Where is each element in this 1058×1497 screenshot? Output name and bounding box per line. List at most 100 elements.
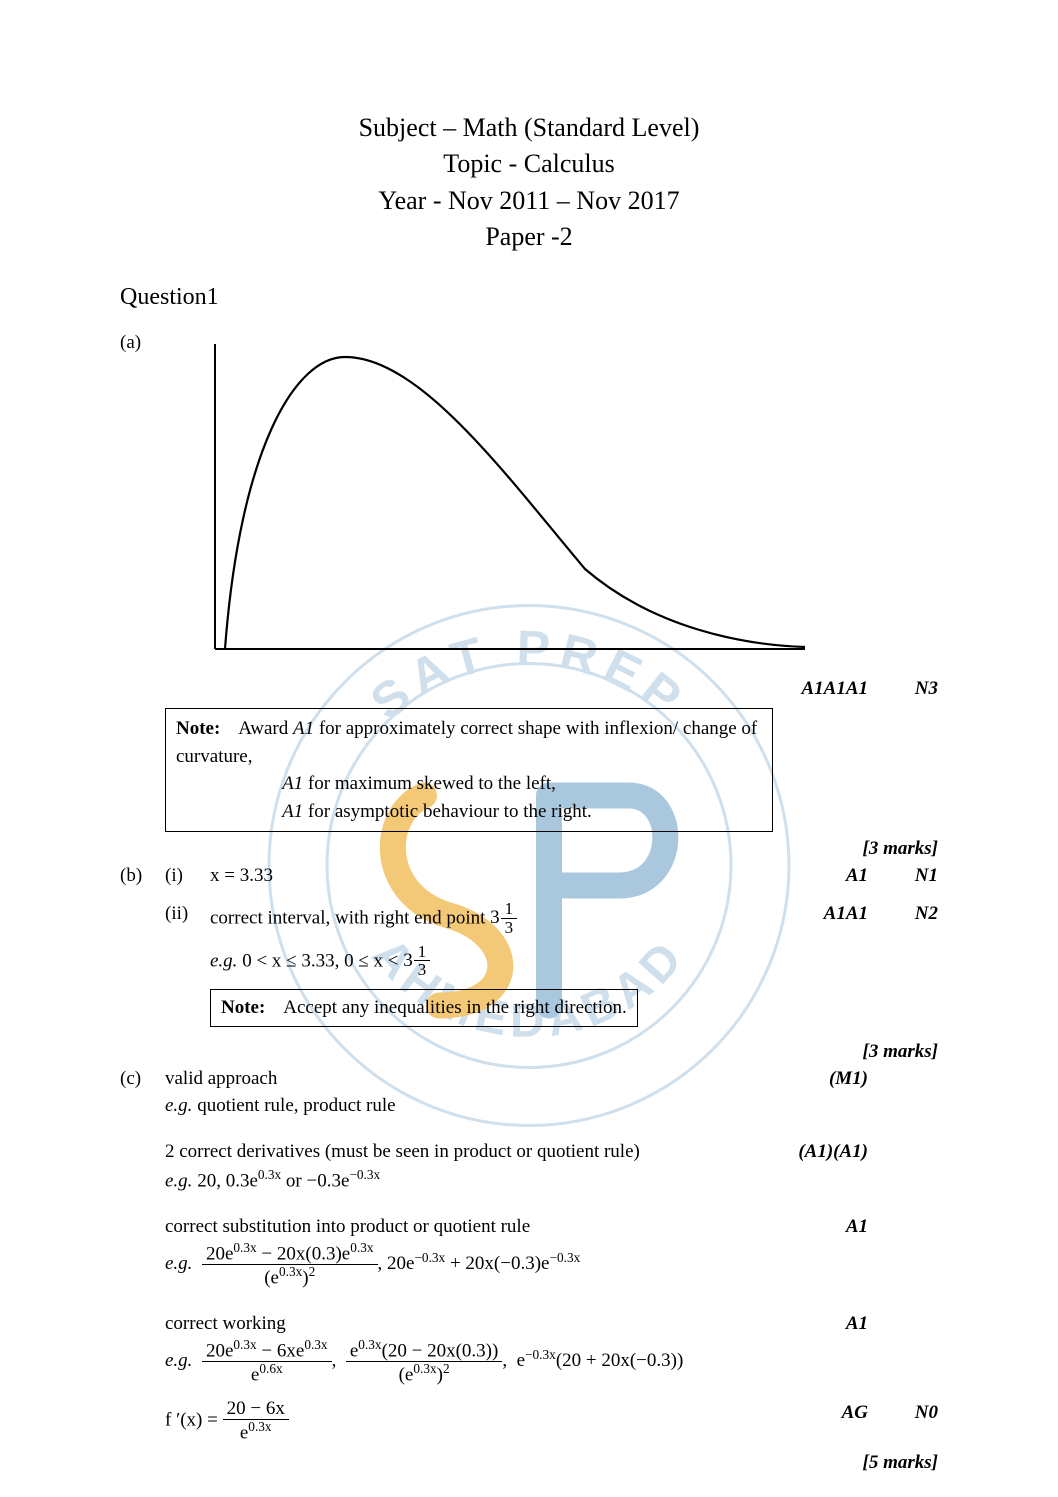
f42as: 0.3x [358,1337,381,1352]
note-box-a: Note: Award A1 for approximately correct… [165,708,773,832]
part-b-ii-label: (ii) [165,900,210,928]
part-b-eg-row: e.g. 0 < x ≤ 3.33, 0 ≤ x < 3 1 3 [120,943,938,980]
final-den-sup: 0.3x [248,1419,271,1434]
part-b-i-label: (i) [165,862,210,890]
c-l2-text: 2 correct derivatives (must be seen in p… [165,1141,640,1162]
note-a-l2-post: for maximum skewed to the left, [303,773,556,794]
c-l3-mark: A1 [773,1213,868,1241]
f1nas: 0.3x [233,1240,256,1255]
note-a-l3-post: for asymptotic behaviour to the right. [303,801,592,822]
final-frac: 20 − 6x e0.3x [223,1399,289,1443]
part-b-i-text: x = 3.33 [210,865,273,886]
page: SAT PREP AHMEDABAD Subject – Math (Stand… [0,0,1058,1497]
l3tb: + 20x(−0.3)e [445,1253,549,1274]
part-b-ii-n: N2 [868,900,938,928]
part-a-label: (a) [120,329,165,357]
question-label: Question1 [120,284,938,311]
final-lhs: f ′(x) = [165,1410,223,1431]
part-a-row: (a) [120,329,938,675]
f42b: (20 − 20x(0.3)) [382,1340,499,1361]
c-l2-sup2: −0.3x [349,1167,380,1182]
part-c-l4: correct working e.g. 20e0.3x − 6xe0.3x e… [120,1310,938,1385]
c-l1-text: valid approach [165,1068,277,1089]
c-l4-f1: 20e0.3x − 6xe0.3x e0.6x [202,1338,332,1386]
f42das: 0.3x [413,1361,436,1376]
c-l1-eg-text: quotient rule, product rule [192,1095,395,1116]
f1ds2: 2 [309,1264,316,1279]
part-b-note-row: Note: Accept any inequalities in the rig… [120,989,938,1027]
part-a-note-row: Note: Award A1 for approximately correct… [120,706,938,836]
note-a-l1-em: A1 [293,718,314,739]
part-b-i-n: N1 [868,862,938,890]
c-l1-eg-label: e.g. [165,1095,192,1116]
l4tas: −0.3x [525,1347,556,1362]
f1na: 20e [206,1243,233,1264]
f4a: 20e [206,1340,233,1361]
c-l2-mark: (A1)(A1) [773,1138,868,1166]
f42da: (e [399,1365,414,1386]
l3ta: 20e [387,1253,414,1274]
c-l4-mark: A1 [773,1310,868,1338]
f1da: (e [264,1267,279,1288]
l3tbs: −0.3x [550,1250,581,1265]
part-b-i-mark: A1 [773,862,868,890]
header-line-4: Paper -2 [120,219,938,255]
c-l3-text: correct substitution into product or quo… [165,1216,530,1237]
c-l3-frac1: 20e0.3x − 20x(0.3)e0.3x (e0.3x)2 [202,1241,378,1289]
part-b-ii-text: correct interval, with right end point [210,907,490,928]
mixed-fraction-2: 3 1 3 [403,943,430,980]
mixed-num: 1 [501,900,518,919]
part-b-eg-text: 0 < x ≤ 3.33, 0 ≤ x < [242,950,403,971]
part-b-ii-mark: A1A1 [773,900,868,928]
mixed-num-2: 1 [414,943,431,962]
final-num: 20 − 6x [223,1399,289,1420]
mixed-whole: 3 [490,904,500,932]
l3tas: −0.3x [414,1250,445,1265]
eg-label: e.g. [210,950,237,971]
mixed-den-2: 3 [414,961,431,979]
note-b-label: Note: [221,997,265,1018]
mixed-whole-2: 3 [403,947,413,975]
c-l3-sep: , [378,1253,388,1274]
f4b: − 6xe [257,1340,305,1361]
header-line-3: Year - Nov 2011 – Nov 2017 [120,183,938,219]
header-line-1: Subject – Math (Standard Level) [120,110,938,146]
c-l2-eg-a: 20, 0.3e [192,1171,257,1192]
part-c-l3: correct substitution into product or quo… [120,1213,938,1288]
f4as: 0.3x [233,1337,256,1352]
c-l4-text: correct working [165,1313,286,1334]
part-b-i-row: (b) (i) x = 3.33 A1 N1 [120,862,938,890]
part-a-marks-code: A1A1A1 [773,675,868,703]
c-l2-sup1: 0.3x [258,1167,281,1182]
header-line-2: Topic - Calculus [120,146,938,182]
mixed-fraction: 3 1 3 [490,900,517,937]
note-box-b: Note: Accept any inequalities in the rig… [210,989,638,1027]
part-a-total-marks: [3 marks] [120,838,938,860]
graph-svg [185,329,825,669]
f4das: 0.6x [259,1361,282,1376]
note-a-l2-em: A1 [282,773,303,794]
curve [225,357,805,649]
f1nbs: 0.3x [350,1240,373,1255]
part-c-label: (c) [120,1065,165,1093]
part-c-l1: (c) valid approach e.g. quotient rule, p… [120,1065,938,1120]
part-b-label: (b) [120,862,165,890]
l4tb: (20 + 20x(−0.3)) [556,1350,684,1371]
content: Subject – Math (Standard Level) Topic - … [0,0,1058,1474]
part-c-total-marks: [5 marks] [120,1452,938,1474]
c-l4-f2: e0.3x(20 − 20x(0.3)) (e0.3x)2 [346,1338,503,1386]
c-final-n: N0 [868,1399,938,1427]
f1das: 0.3x [279,1264,302,1279]
part-c-l2: 2 correct derivatives (must be seen in p… [120,1138,938,1195]
c-l2-eg-mid: or −0.3e [281,1171,349,1192]
note-a-l3-em: A1 [282,801,303,822]
l4ta: e [517,1350,525,1371]
part-b-total-marks: [3 marks] [120,1041,938,1063]
f4bs: 0.3x [304,1337,327,1352]
part-a-n-code: N3 [868,675,938,703]
note-b-text: Accept any inequalities in the right dir… [283,997,626,1018]
mixed-den: 3 [501,919,518,937]
f1nb: − 20x(0.3)e [257,1243,351,1264]
c-l1-mark: (M1) [773,1065,868,1093]
note-a-l1-pre: Award [238,718,293,739]
